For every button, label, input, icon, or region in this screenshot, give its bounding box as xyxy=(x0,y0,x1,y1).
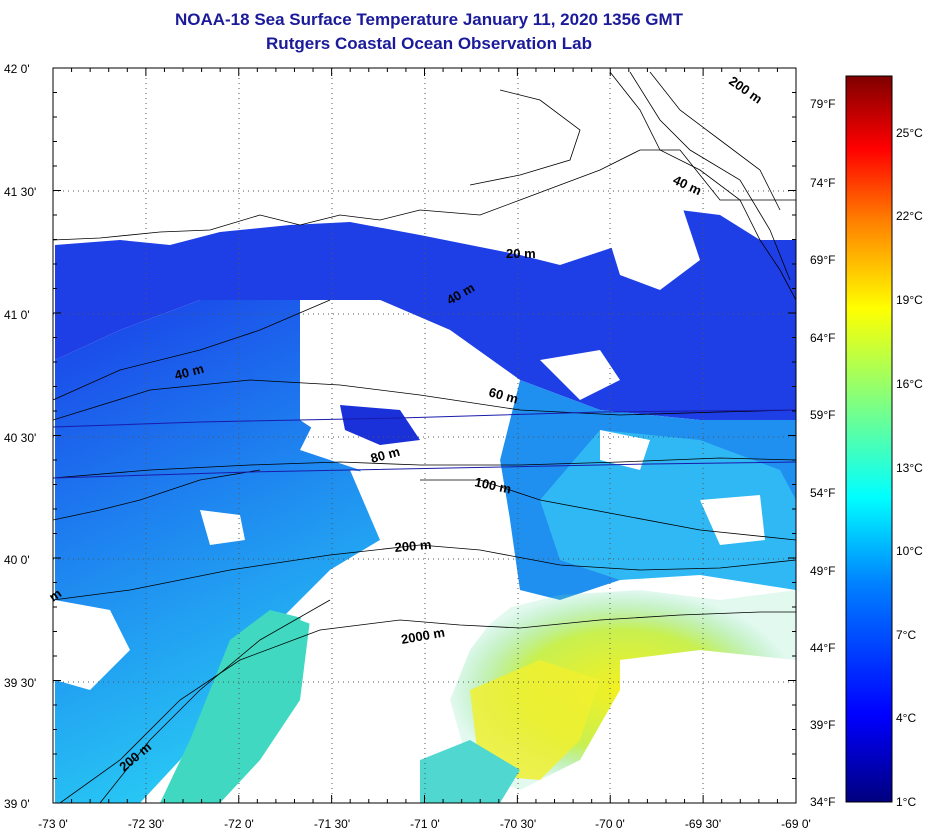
bathymetry-contours xyxy=(53,71,796,803)
contour-label-100m: 100 m xyxy=(473,474,512,496)
f-label-59: 59°F xyxy=(810,408,835,422)
lon-label-71-0: -71 0' xyxy=(410,817,440,831)
lat-label-41-30: 41 30' xyxy=(4,185,36,199)
c-label-7: 7°C xyxy=(896,628,916,642)
lon-label-70-30: -70 30' xyxy=(500,817,536,831)
map-title: NOAA-18 Sea Surface Temperature January … xyxy=(174,10,684,29)
c-label-19: 19°C xyxy=(896,293,923,307)
f-label-44: 44°F xyxy=(810,641,835,655)
lat-label-41-0: 41 0' xyxy=(4,308,30,322)
celsius-labels: 25°C 22°C 19°C 16°C 13°C 10°C 7°C 4°C 1°… xyxy=(896,126,923,809)
contour-label-20m: 20 m xyxy=(506,246,536,261)
c-label-10: 10°C xyxy=(896,544,923,558)
lon-label-70-0: -70 0' xyxy=(595,817,625,831)
lat-label-39-30: 39 30' xyxy=(4,676,36,690)
lat-label-40-0: 40 0' xyxy=(4,553,30,567)
c-label-22: 22°C xyxy=(896,209,923,223)
f-label-64: 64°F xyxy=(810,331,835,345)
lat-label-39-0: 39 0' xyxy=(4,797,30,811)
map-subtitle: Rutgers Coastal Ocean Observation Lab xyxy=(266,34,592,53)
contour-label-200m-a: 200 m xyxy=(394,537,432,555)
sst-data-layer xyxy=(53,68,796,803)
lon-label-69-0: -69 0' xyxy=(781,817,811,831)
lon-label-71-30: -71 30' xyxy=(314,817,350,831)
f-label-34: 34°F xyxy=(810,795,835,809)
f-label-74: 74°F xyxy=(810,176,835,190)
c-label-25: 25°C xyxy=(896,126,923,140)
lon-label-72-30: -72 30' xyxy=(128,817,164,831)
lon-label-72-0: -72 0' xyxy=(224,817,254,831)
f-label-54: 54°F xyxy=(810,486,835,500)
c-label-16: 16°C xyxy=(896,377,923,391)
contour-label-60m: 60 m xyxy=(487,384,520,406)
shelf-water-region xyxy=(55,300,380,803)
latitude-labels: 42 0' 41 30' 41 0' 40 30' 40 0' 39 30' 3… xyxy=(4,62,36,811)
c-label-13: 13°C xyxy=(896,461,923,475)
contour-label-80m: 80 m xyxy=(369,444,402,466)
lon-label-69-30: -69 30' xyxy=(685,817,721,831)
lat-label-40-30: 40 30' xyxy=(4,431,36,445)
lat-label-42-0: 42 0' xyxy=(4,62,30,76)
f-label-49: 49°F xyxy=(810,564,835,578)
c-label-1: 1°C xyxy=(896,795,916,809)
color-bar xyxy=(845,75,893,803)
contour-label-40m-b: 40 m xyxy=(173,361,206,383)
c-label-4: 4°C xyxy=(896,711,916,725)
longitude-labels: -73 0' -72 30' -72 0' -71 30' -71 0' -70… xyxy=(38,817,811,831)
tick-marks xyxy=(52,67,797,804)
fahrenheit-labels: 79°F 74°F 69°F 64°F 59°F 54°F 49°F 44°F … xyxy=(810,97,835,809)
f-label-39: 39°F xyxy=(810,718,835,732)
f-label-79: 79°F xyxy=(810,97,835,111)
lon-label-73-0: -73 0' xyxy=(38,817,68,831)
f-label-69: 69°F xyxy=(810,253,835,267)
